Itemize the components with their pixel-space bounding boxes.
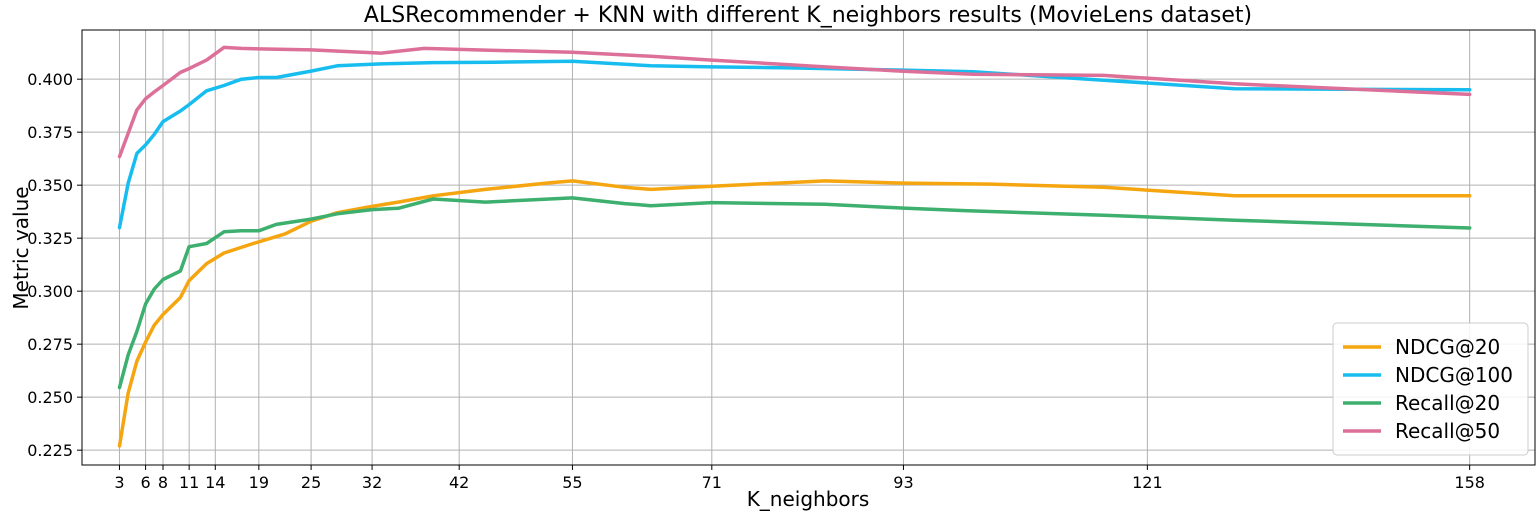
legend: NDCG@20 NDCG@100 Recall@20 Recall@50 [1332, 322, 1529, 456]
x-tick-label: 25 [301, 473, 321, 492]
y-tick-label: 0.250 [27, 388, 73, 407]
x-tick-label: 3 [114, 473, 124, 492]
x-tick-label: 32 [362, 473, 382, 492]
y-tick-label: 0.400 [27, 70, 73, 89]
x-tick-label: 19 [249, 473, 269, 492]
plot-area-frame [81, 29, 1536, 466]
x-tick-label: 6 [140, 473, 150, 492]
y-tick-label: 0.275 [27, 335, 73, 354]
series-line-ndcg-20 [117, 179, 1472, 448]
tick-layer: 3 6 8 11 14 19 25 32 42 55 71 93 121 158 0.225 0.250 0.2… [27, 70, 1485, 492]
x-tick-label: 121 [1132, 473, 1163, 492]
x-tick-label: 8 [158, 473, 168, 492]
x-tick-label: 14 [205, 473, 225, 492]
chart-title: ALSRecommender + KNN with different K_ne… [364, 3, 1252, 28]
x-axis-label: K_neighbors [747, 487, 870, 511]
y-tick-label: 0.375 [27, 123, 73, 142]
series-line-recall-20 [117, 196, 1472, 390]
x-tick-label: 71 [702, 473, 722, 492]
x-tick-label: 11 [179, 473, 199, 492]
x-tick-label: 55 [562, 473, 582, 492]
legend-label-recall-20: Recall@20 [1395, 391, 1500, 415]
y-tick-label: 0.225 [27, 441, 73, 460]
series-layer [117, 45, 1472, 448]
grid-layer [82, 30, 1535, 465]
x-tick-label: 93 [893, 473, 913, 492]
y-tick-label: 0.325 [27, 229, 73, 248]
y-tick-label: 0.350 [27, 176, 73, 195]
legend-label-ndcg-100: NDCG@100 [1395, 363, 1513, 387]
legend-label-ndcg-20: NDCG@20 [1395, 335, 1500, 359]
legend-box [1332, 322, 1529, 456]
series-line-recall-50 [117, 45, 1472, 159]
y-tick-label: 0.300 [27, 282, 73, 301]
x-tick-label: 158 [1454, 473, 1485, 492]
x-tick-label: 42 [449, 473, 469, 492]
y-axis-label: Metric value [9, 186, 33, 309]
legend-label-recall-50: Recall@50 [1395, 419, 1500, 443]
